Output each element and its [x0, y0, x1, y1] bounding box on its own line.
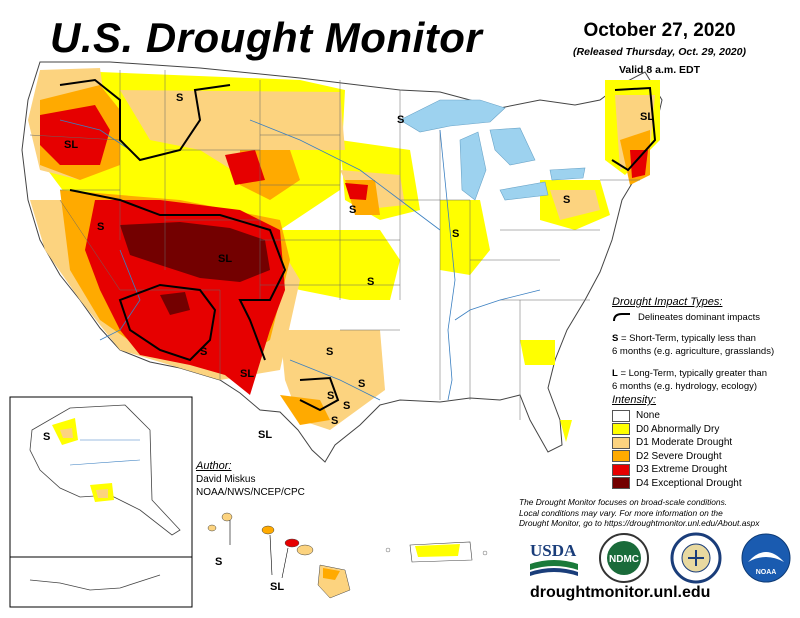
hawaii-inset [207, 512, 351, 599]
intensity-row: D1 Moderate Drought [612, 436, 797, 450]
agency-logos: USDA NDMC NOAA [528, 532, 793, 584]
label-s-great-lakes: S [397, 114, 404, 126]
usda-logo: USDA [530, 541, 578, 576]
commerce-logo [670, 532, 722, 584]
label-s-nm-east: S [200, 346, 207, 358]
author-block: Author: David Miskus NOAA/NWS/NCEP/CPC [196, 460, 305, 499]
intensity-swatch [612, 423, 630, 436]
label-s-nevada: S [97, 221, 104, 233]
intensity-swatch [612, 477, 630, 490]
noaa-logo: NOAA [741, 533, 791, 583]
long-term-key: L [612, 368, 618, 379]
intensity-row: D4 Exceptional Drought [612, 477, 797, 491]
impact-types-title: Drought Impact Types: [612, 296, 723, 308]
label-s-oklahoma: S [367, 276, 374, 288]
footnote-line1: The Drought Monitor focuses on broad-sca… [519, 497, 728, 507]
long-term-text2: 6 months (e.g. hydrology, ecology) [612, 381, 758, 392]
rivers [59, 119, 541, 401]
label-s-texas-east: S [358, 378, 365, 390]
ndmc-logo: NDMC [599, 533, 649, 583]
label-s-hawaii-west: S [215, 556, 222, 568]
release-date: (Released Thursday, Oct. 29, 2020) [573, 46, 746, 58]
intensity-row: D2 Severe Drought [612, 450, 797, 464]
label-s-texas-west: S [331, 415, 338, 427]
svg-text:USDA: USDA [530, 541, 577, 560]
valid-time: Valid 8 a.m. EDT [618, 64, 701, 76]
label-s-alaska: S [43, 431, 50, 443]
label-s-kansas: S [452, 228, 459, 240]
intensity-swatch [612, 436, 630, 449]
long-term-note: L = Long-Term, typically greater than 6 … [612, 367, 797, 393]
footnote: The Drought Monitor focuses on broad-sca… [519, 497, 797, 529]
intensity-label: D3 Extreme Drought [636, 464, 728, 476]
website-link[interactable]: droughtmonitor.unl.edu [530, 584, 711, 601]
label-sl-hawaii: SL [270, 581, 284, 593]
intensity-row: D3 Extreme Drought [612, 463, 797, 477]
alaska-inset [9, 396, 193, 608]
short-term-text: = Short-Term, typically less than [618, 333, 756, 344]
d4-areas [120, 222, 270, 315]
intensity-label: D4 Exceptional Drought [636, 477, 742, 489]
map-title: U.S. Drought Monitor [50, 14, 483, 61]
label-sl-pacific-nw: SL [64, 139, 78, 151]
impact-types-legend: Drought Impact Types: Delineates dominan… [612, 296, 797, 393]
label-sl-new-england: SL [640, 111, 654, 123]
delineates-text: Delineates dominant impacts [638, 311, 760, 323]
label-s-texas-central: S [327, 390, 334, 402]
footnote-line3: Drought Monitor, go to https://droughtmo… [519, 518, 760, 528]
intensity-label: D0 Abnormally Dry [636, 423, 720, 435]
intensity-title: Intensity: [612, 394, 657, 406]
intensity-row: None [612, 409, 797, 423]
intensity-label: D1 Moderate Drought [636, 437, 733, 449]
puerto-rico-inset [385, 541, 488, 563]
short-term-text2: 6 months (e.g. agriculture, grasslands) [612, 346, 775, 357]
impact-line-icon [613, 313, 630, 322]
label-s-nebraska-south: S [349, 204, 356, 216]
great-lakes [399, 99, 586, 201]
author-org: NOAA/NWS/NCEP/CPC [196, 487, 305, 498]
date-block: October 27, 2020 (Released Thursday, Oct… [547, 20, 772, 76]
intensity-row: D0 Abnormally Dry [612, 423, 797, 437]
intensity-label: None [636, 410, 660, 422]
short-term-key: S [612, 333, 619, 344]
intensity-label: D2 Severe Drought [636, 450, 722, 462]
footnote-line2: Local conditions may vary. For more info… [519, 507, 723, 518]
author-name: David Miskus [196, 474, 256, 485]
label-sl-texas-south: SL [258, 429, 272, 441]
label-s-montana: S [176, 92, 183, 104]
long-term-text: = Long-Term, typically greater than [617, 368, 767, 379]
intensity-swatch [612, 409, 630, 422]
impact-boundaries [59, 78, 657, 412]
svg-text:NDMC: NDMC [609, 554, 639, 565]
label-s-texas-north: S [326, 346, 333, 358]
label-sl-colorado: SL [218, 253, 232, 265]
intensity-legend: Intensity: None D0 Abnormally Dry D1 Moder… [612, 394, 797, 490]
intensity-swatch [612, 463, 630, 476]
label-sl-nm-south: SL [240, 368, 254, 380]
short-term-note: S = Short-Term, typically less than 6 mo… [612, 332, 797, 358]
delineates-row: Delineates dominant impacts [612, 311, 797, 323]
label-s-texas-central2: S [343, 400, 350, 412]
map-date: October 27, 2020 [583, 20, 736, 41]
state-boundaries [29, 70, 640, 420]
intensity-swatch [612, 450, 630, 463]
label-s-pennsylvania: S [563, 194, 570, 206]
svg-text:NOAA: NOAA [756, 569, 777, 576]
author-title: Author: [196, 460, 232, 472]
